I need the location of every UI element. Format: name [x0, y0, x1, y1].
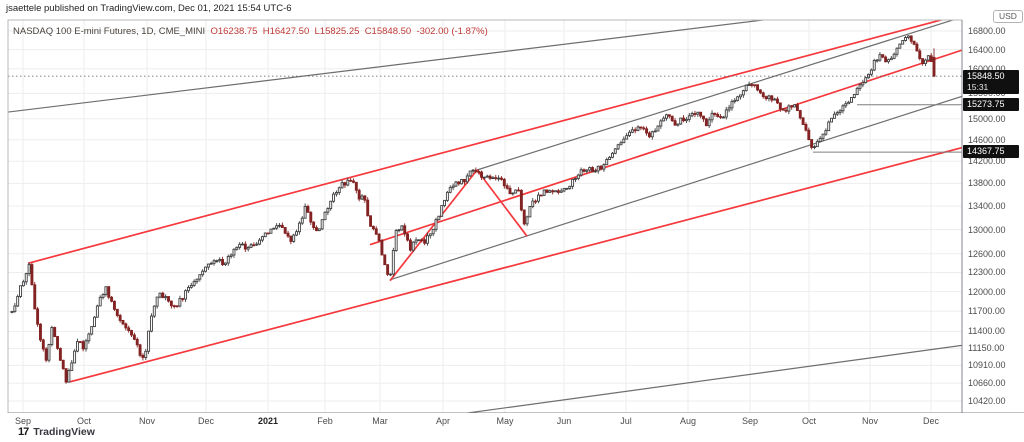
trendline-red-channel-upper — [27, 20, 945, 265]
time-tick-label: Dec — [922, 416, 940, 426]
time-tick-label: Apr — [435, 416, 451, 426]
trendline-red-triangle-down-leg — [476, 169, 528, 237]
chart-legend[interactable]: NASDAQ 100 E-mini Futures, 1D, CME_MINI … — [13, 26, 488, 37]
time-tick-label: 2021 — [257, 416, 279, 426]
trendline-gray-channel-upper — [476, 20, 955, 171]
price-tick-label: 14600.00 — [968, 134, 1006, 145]
trendline-red-channel-lower — [69, 146, 962, 383]
time-tick-label: May — [496, 416, 514, 426]
legend-ohlc-values: O16238.75 H16427.50 L15825.25 C15848.50 … — [210, 26, 488, 37]
price-tick-label: 11400.00 — [968, 326, 1005, 337]
price-tick-label: 11700.00 — [968, 306, 1005, 317]
price-tick-label: 10660.00 — [968, 378, 1006, 389]
time-tick-label: Jun — [556, 416, 572, 426]
price-tick-label: 13800.00 — [968, 178, 1006, 189]
trendline-red-channel-mid — [369, 49, 962, 246]
time-tick-label: Jul — [620, 416, 632, 426]
price-tick-label: 14200.00 — [968, 156, 1006, 167]
trendline-gray-lower-line — [463, 344, 962, 413]
price-tick-label: 10420.00 — [968, 395, 1006, 406]
price-tick-label: 13000.00 — [968, 224, 1006, 235]
price-tick-label: 10910.00 — [968, 360, 1006, 371]
price-tick-label: 12300.00 — [968, 267, 1006, 278]
price-tick-label: 16000.00 — [968, 63, 1006, 74]
tradingview-logo-text: TradingView — [33, 426, 95, 438]
last-price-badge: 15848.50 15:31 — [963, 70, 1019, 95]
time-tick-label: Feb — [317, 416, 333, 426]
time-tick-label: Sep — [14, 416, 32, 426]
tradingview-logo[interactable]: 17 — [18, 426, 29, 438]
time-tick-label: Dec — [197, 416, 215, 426]
trendline-gray-long-upper — [8, 20, 769, 113]
time-tick-label: Oct — [801, 416, 817, 426]
time-tick-label: Mar — [372, 416, 388, 426]
currency-label: USD — [993, 10, 1023, 23]
time-tick-label: Nov — [138, 416, 156, 426]
price-tick-label: 11150.00 — [968, 343, 1005, 354]
price-tick-label: 16400.00 — [968, 44, 1006, 55]
price-tick-label: 16800.00 — [968, 26, 1006, 36]
time-tick-label: Oct — [76, 416, 92, 426]
footer: 17 TradingView — [18, 425, 95, 439]
price-tick-label: 12600.00 — [968, 248, 1006, 259]
published-byline: jsaettele published on TradingView.com, … — [6, 3, 292, 14]
time-axis[interactable]: Sep Oct Nov Dec 2021 Feb Mar Apr May Jun Jul Aug Sep… — [0, 413, 1024, 429]
price-tick-label: 13400.00 — [968, 201, 1006, 212]
time-tick-label: Nov — [861, 416, 879, 426]
price-axis[interactable]: USD 16800.0016400.0016000.0015500.001500… — [962, 0, 1024, 413]
price-level-badge: 15273.75 — [963, 97, 1019, 111]
legend-symbol: NASDAQ 100 E-mini Futures, 1D, CME_MINI — [13, 26, 206, 37]
price-tick-label: 15000.00 — [968, 113, 1006, 124]
trendline-red-triangle-up-leg — [389, 169, 478, 282]
time-tick-label: Aug — [679, 416, 697, 426]
price-tick-label: 12000.00 — [968, 286, 1006, 297]
bar-countdown: 15:31 — [967, 82, 989, 93]
price-level-badge: 14367.75 — [963, 145, 1019, 159]
time-tick-label: Sep — [741, 416, 759, 426]
trendline-gray-channel-lower — [389, 95, 962, 281]
